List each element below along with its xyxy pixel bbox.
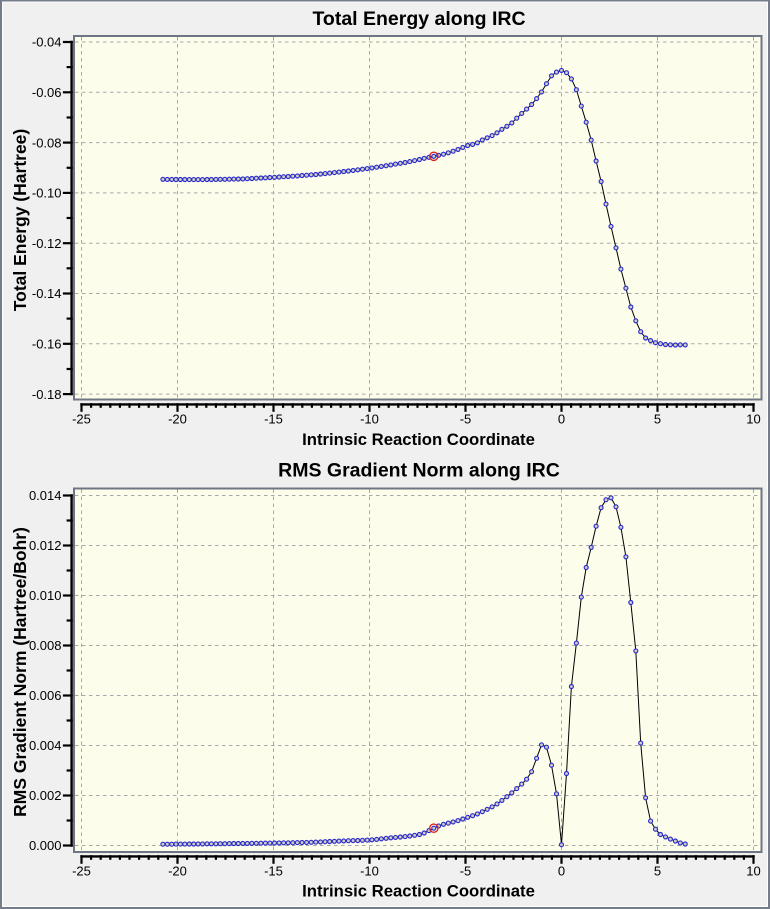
svg-text:0: 0 (558, 412, 565, 427)
svg-text:0.010: 0.010 (29, 588, 62, 603)
svg-text:5: 5 (654, 412, 661, 427)
svg-text:-10: -10 (360, 412, 379, 427)
svg-text:0: 0 (558, 864, 565, 879)
svg-text:0.004: 0.004 (29, 738, 62, 753)
svg-text:-0.18: -0.18 (32, 387, 62, 402)
svg-text:-5: -5 (460, 864, 472, 879)
svg-text:5: 5 (654, 864, 661, 879)
svg-text:-0.12: -0.12 (32, 236, 62, 251)
svg-text:-0.16: -0.16 (32, 337, 62, 352)
svg-text:-5: -5 (460, 412, 472, 427)
svg-text:-0.08: -0.08 (32, 135, 62, 150)
svg-text:-25: -25 (72, 864, 91, 879)
svg-text:0.014: 0.014 (29, 488, 62, 503)
svg-text:0.000: 0.000 (29, 838, 62, 853)
svg-text:10: 10 (746, 864, 760, 879)
svg-text:0.002: 0.002 (29, 788, 62, 803)
svg-text:RMS Gradient Norm (Hartree/Boh: RMS Gradient Norm (Hartree/Bohr) (10, 527, 30, 817)
svg-text:-25: -25 (72, 412, 91, 427)
svg-text:Total Energy along IRC: Total Energy along IRC (312, 8, 525, 30)
svg-text:Intrinsic Reaction Coordinate: Intrinsic Reaction Coordinate (302, 430, 535, 449)
svg-text:0.008: 0.008 (29, 638, 62, 653)
svg-text:-0.10: -0.10 (32, 186, 62, 201)
svg-text:-10: -10 (360, 864, 379, 879)
svg-text:Total Energy (Hartree): Total Energy (Hartree) (10, 129, 30, 312)
svg-text:Intrinsic Reaction Coordinate: Intrinsic Reaction Coordinate (302, 882, 535, 901)
svg-text:0.006: 0.006 (29, 688, 62, 703)
svg-text:-15: -15 (264, 412, 283, 427)
svg-text:-20: -20 (168, 412, 187, 427)
svg-text:0.012: 0.012 (29, 538, 62, 553)
svg-text:-15: -15 (264, 864, 283, 879)
svg-text:-0.04: -0.04 (32, 35, 62, 50)
svg-text:-20: -20 (168, 864, 187, 879)
svg-text:-0.06: -0.06 (32, 85, 62, 100)
svg-text:RMS Gradient Norm along IRC: RMS Gradient Norm along IRC (278, 459, 560, 481)
svg-text:10: 10 (746, 412, 760, 427)
svg-text:-0.14: -0.14 (32, 286, 62, 301)
